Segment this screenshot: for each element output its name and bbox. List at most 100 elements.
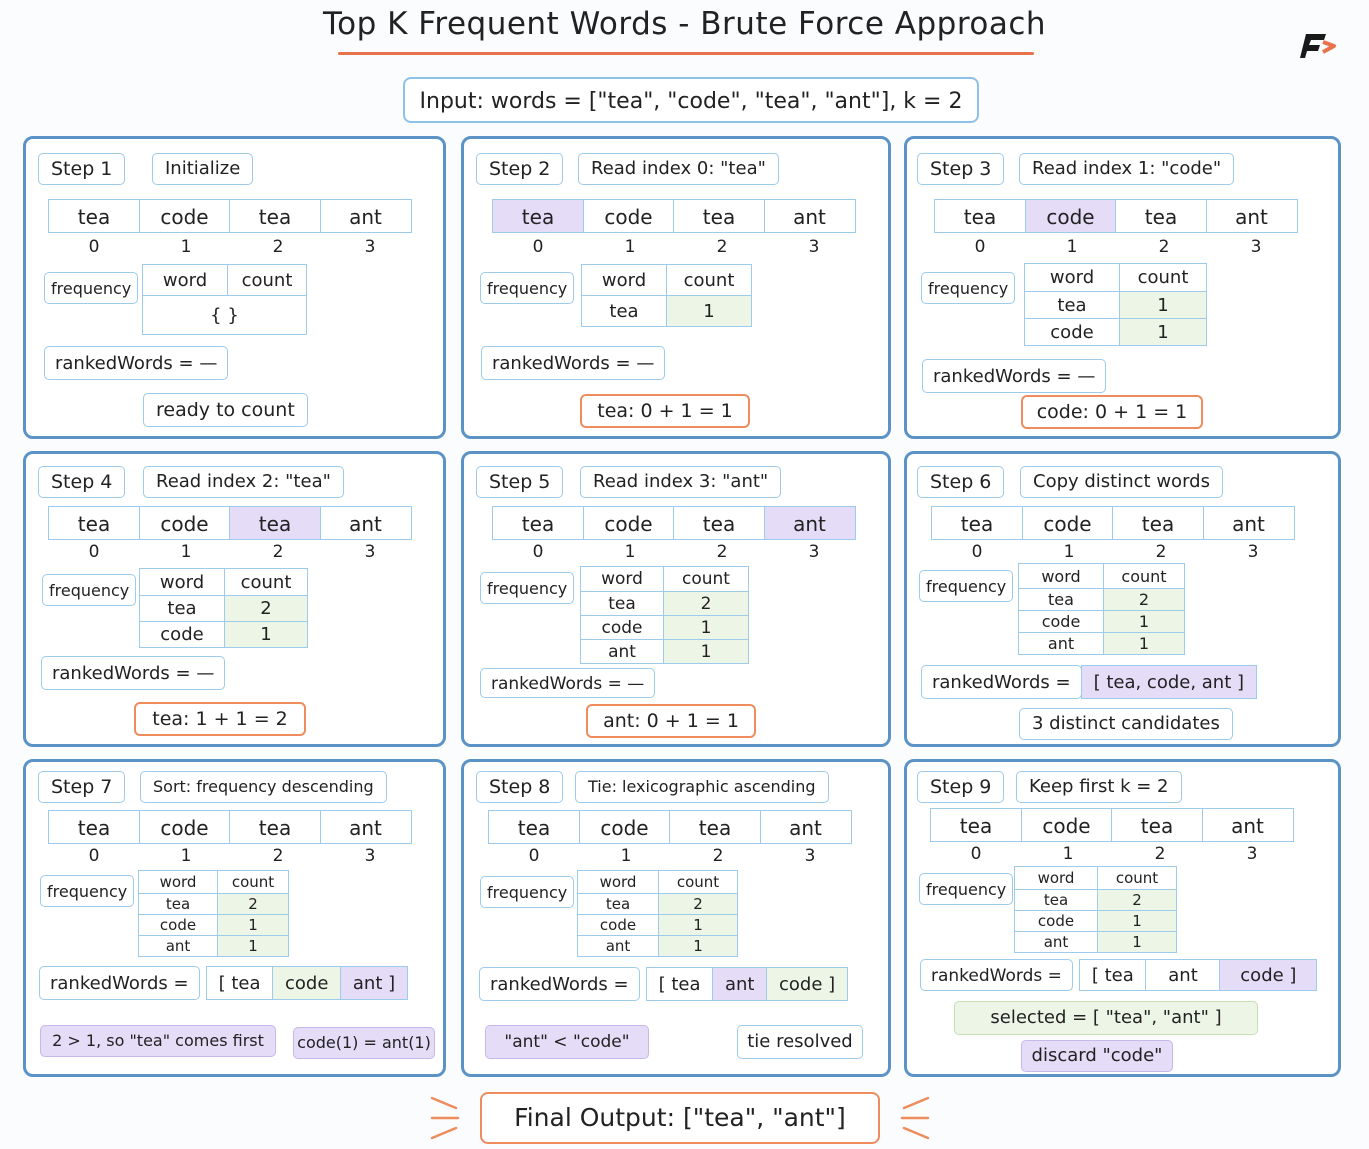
freq-count: 1	[1119, 291, 1207, 319]
word-header: word	[580, 566, 664, 592]
ranked-item: ant	[1145, 959, 1221, 991]
tie-note: code(1) = ant(1)	[293, 1027, 435, 1059]
words-array: tea code tea ant	[492, 506, 856, 540]
frequency-label: frequency	[480, 876, 575, 908]
words-array: tea code tea ant	[48, 199, 412, 233]
step-action: Initialize	[152, 153, 254, 185]
index-label: 1	[1063, 542, 1075, 562]
step-action: Sort: frequency descending	[140, 771, 387, 803]
update-note: tea: 1 + 1 = 2	[134, 702, 306, 736]
step-label: Step 7	[38, 771, 126, 803]
word-header: word	[139, 568, 225, 596]
index-label: 0	[532, 542, 544, 562]
freq-word: tea	[581, 295, 667, 327]
frequency-table: word count { }	[142, 264, 307, 335]
freq-word: tea	[1014, 889, 1098, 911]
array-cell: ant	[319, 810, 412, 844]
index-label: 2	[1154, 844, 1166, 864]
index-label: 1	[620, 846, 632, 866]
freq-count: 2	[663, 591, 749, 616]
freq-word: ant	[1018, 632, 1104, 655]
index-label: 0	[974, 237, 986, 257]
ranked-value: —	[196, 663, 215, 684]
empty-map: { }	[142, 295, 307, 335]
words-array: tea code tea ant	[492, 199, 856, 233]
freq-count: 2	[1097, 889, 1177, 911]
freq-count: 1	[224, 621, 308, 648]
ranked-words: rankedWords = [ tea ant code ]	[479, 967, 849, 1001]
ranked-label: rankedWords =	[479, 967, 640, 1001]
word-header: word	[138, 870, 218, 894]
array-cell: tea	[229, 810, 321, 844]
index-label: 3	[1246, 844, 1258, 864]
word-header: word	[577, 870, 659, 894]
word-header: word	[1018, 563, 1104, 589]
array-indices: 0 1 2 3	[48, 542, 416, 562]
frequency-table: word count tea 1	[581, 264, 752, 327]
step-label: Step 3	[917, 153, 1005, 185]
ranked-words: rankedWords = —	[41, 656, 226, 690]
index-label: 2	[272, 237, 284, 257]
frequency-table: word count tea 2 code 1 ant 1	[580, 566, 749, 664]
count-header: count	[224, 568, 308, 596]
freq-count: 1	[663, 615, 749, 640]
count-header: count	[217, 870, 289, 894]
index-label: 0	[532, 237, 544, 257]
step-1-panel: Step 1 Initialize tea code tea ant 0 1 2…	[23, 136, 446, 439]
step-action: Read index 2: "tea"	[143, 466, 344, 498]
sparkle-right-icon	[900, 1096, 930, 1140]
frequency-label: frequency	[480, 572, 575, 604]
ranked-value: —	[627, 674, 645, 694]
array-cell: tea	[492, 506, 584, 540]
array-cell: tea	[931, 506, 1023, 540]
word-header: word	[142, 264, 228, 296]
frequency-label: frequency	[921, 272, 1016, 304]
index-label: 1	[1066, 237, 1078, 257]
ranked-label: rankedWords = —	[480, 668, 656, 698]
freq-word: ant	[577, 935, 659, 957]
step-6-panel: Step 6 Copy distinct words tea code tea …	[904, 451, 1341, 747]
freq-word: tea	[580, 591, 664, 616]
array-cell: tea	[48, 199, 140, 233]
frequency-label: frequency	[42, 574, 137, 606]
array-indices: 0 1 2 3	[492, 237, 860, 257]
freq-count: 2	[1103, 588, 1185, 611]
frequency-table: word count tea 2 code 1 ant 1	[138, 870, 289, 957]
index-label: 2	[272, 542, 284, 562]
step-3-panel: Step 3 Read index 1: "code" tea code tea…	[904, 136, 1341, 439]
words-array: tea code tea ant	[48, 506, 412, 540]
ranked-words: rankedWords = [ tea, code, ant ]	[921, 665, 1258, 699]
index-label: 2	[716, 237, 728, 257]
index-label: 0	[88, 237, 100, 257]
array-indices: 0 1 2 3	[48, 237, 416, 257]
selected-note: selected = [ "tea", "ant" ]	[954, 1001, 1258, 1035]
ranked-words: rankedWords = [ tea ant code ]	[920, 959, 1318, 991]
freq-count: 1	[217, 935, 289, 957]
frequency-table: word count tea 1 code 1	[1024, 263, 1207, 346]
brand-logo-icon	[1300, 34, 1336, 58]
array-cell-highlighted: tea	[492, 199, 584, 233]
step-note: 3 distinct candidates	[1019, 708, 1233, 740]
words-array: tea code tea ant	[934, 199, 1298, 233]
freq-word: code	[580, 615, 664, 640]
ranked-label: rankedWords =	[39, 966, 200, 1000]
ranked-list: [ tea, code, ant ]	[1080, 665, 1258, 699]
array-cell: code	[138, 810, 231, 844]
frequency-table: word count tea 2 code 1 ant 1	[577, 870, 738, 957]
array-cell: ant	[1201, 808, 1294, 842]
index-label: 3	[364, 542, 376, 562]
input-box: Input: words = ["tea", "code", "tea", "a…	[403, 77, 979, 123]
array-cell: ant	[1202, 506, 1295, 540]
ranked-item: code ]	[765, 967, 849, 1001]
compare-note: "ant" < "code"	[485, 1025, 649, 1059]
array-cell: code	[1020, 808, 1113, 842]
frequency-label: frequency	[40, 875, 135, 907]
index-label: 0	[88, 846, 100, 866]
count-header: count	[1097, 866, 1177, 890]
index-label: 1	[624, 237, 636, 257]
freq-word: code	[138, 914, 218, 936]
resolved-note: tie resolved	[737, 1025, 863, 1059]
array-cell: tea	[48, 506, 140, 540]
freq-count: 1	[663, 639, 749, 664]
index-label: 0	[971, 542, 983, 562]
